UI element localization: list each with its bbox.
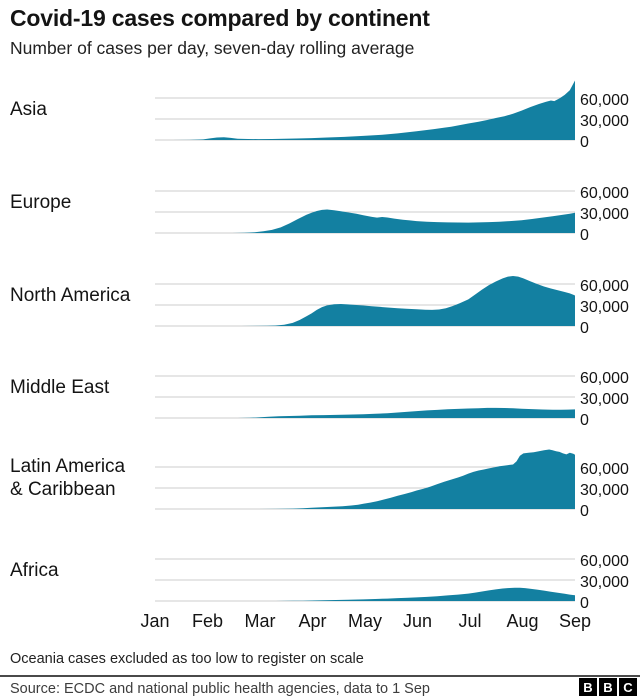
page-subtitle: Number of cases per day, seven-day rolli… <box>10 38 415 58</box>
x-tick-label-aug: Aug <box>506 611 539 631</box>
y-tick-label: 0 <box>580 503 589 520</box>
chart-footnote: Oceania cases excluded as too low to reg… <box>10 651 364 667</box>
y-tick-label: 60,000 <box>580 461 629 478</box>
area-series <box>155 209 575 233</box>
y-tick-label: 0 <box>580 320 589 337</box>
y-tick-label: 30,000 <box>580 391 629 408</box>
y-tick-label: 60,000 <box>580 370 629 387</box>
x-tick-label-feb: Feb <box>191 611 224 631</box>
area-series <box>155 587 575 601</box>
area-chart-north-america <box>155 276 575 327</box>
y-tick-label: 60,000 <box>580 278 629 295</box>
row-label-europe: Europe <box>10 191 72 213</box>
y-tick-label: 0 <box>580 412 589 429</box>
y-tick-label: 0 <box>580 134 589 151</box>
area-series <box>155 276 575 326</box>
x-tick-label-sep: Sep <box>558 611 592 631</box>
bbc-logo-block: B <box>599 678 617 696</box>
y-tick-label: 60,000 <box>580 92 629 109</box>
y-tick-label: 60,000 <box>580 185 629 202</box>
area-series <box>155 407 575 418</box>
bbc-logo-block: C <box>619 678 637 696</box>
y-tick-label: 30,000 <box>580 482 629 499</box>
row-label-north-america: North America <box>10 284 131 306</box>
x-tick-label-jul: Jul <box>458 611 482 631</box>
y-tick-label: 60,000 <box>580 553 629 570</box>
row-label-latin-america-caribbean: Latin America & Caribbean <box>10 456 126 500</box>
x-tick-label-mar: Mar <box>244 611 276 631</box>
row-label-africa: Africa <box>10 559 59 581</box>
area-chart-africa <box>155 558 575 602</box>
y-tick-label: 30,000 <box>580 113 629 130</box>
area-series <box>155 449 575 509</box>
y-tick-label: 0 <box>580 227 589 244</box>
area-chart-asia <box>155 80 575 141</box>
bbc-logo-block: B <box>579 678 597 696</box>
area-chart-europe <box>155 190 575 234</box>
footer-divider <box>0 675 640 677</box>
area-chart-middle-east <box>155 375 575 419</box>
y-tick-label: 30,000 <box>580 299 629 316</box>
page-title: Covid-19 cases compared by continent <box>10 5 430 31</box>
x-tick-label-jun: Jun <box>402 611 433 631</box>
y-tick-label: 30,000 <box>580 206 629 223</box>
x-tick-label-apr: Apr <box>298 611 327 631</box>
area-chart-latin-america-caribbean <box>155 449 575 510</box>
y-tick-label: 0 <box>580 595 589 612</box>
area-series <box>155 80 575 140</box>
row-label-middle-east: Middle East <box>10 376 110 398</box>
source-credit: Source: ECDC and national public health … <box>10 681 430 697</box>
x-tick-label-may: May <box>347 611 382 631</box>
row-label-asia: Asia <box>10 98 47 120</box>
x-tick-label-jan: Jan <box>140 611 170 631</box>
y-tick-label: 30,000 <box>580 574 629 591</box>
